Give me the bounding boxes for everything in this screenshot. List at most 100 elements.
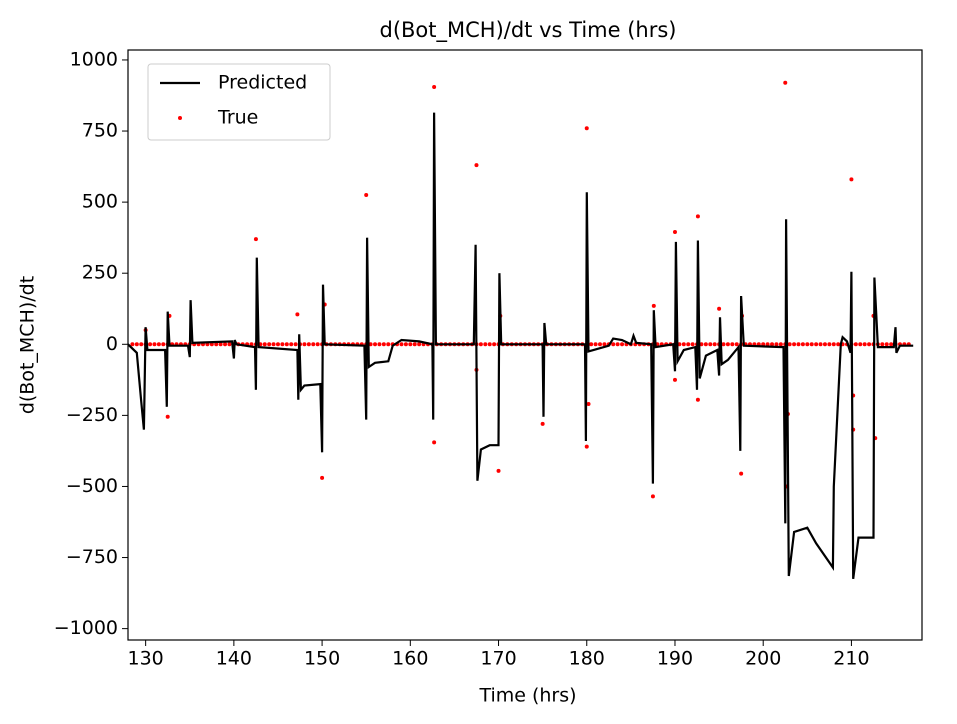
x-tick-label: 180	[569, 648, 605, 670]
predicted-line	[128, 112, 914, 580]
true-point	[787, 342, 792, 347]
true-point	[386, 342, 391, 347]
true-point	[377, 342, 382, 347]
true-point	[271, 342, 276, 347]
true-point	[474, 163, 479, 168]
true-point	[739, 471, 744, 476]
true-point	[734, 342, 739, 347]
true-point	[139, 342, 144, 347]
true-point	[849, 177, 854, 182]
y-tick-label: 750	[82, 120, 118, 142]
true-point	[417, 342, 422, 347]
true-point	[306, 342, 311, 347]
true-point	[130, 342, 135, 347]
true-point	[681, 342, 686, 347]
true-point	[275, 342, 280, 347]
true-point	[364, 193, 369, 198]
true-point	[399, 342, 404, 347]
true-point	[302, 342, 307, 347]
true-point	[214, 342, 219, 347]
true-point	[809, 342, 814, 347]
x-tick-label: 190	[657, 648, 693, 670]
true-point	[373, 342, 378, 347]
x-tick-label: 140	[216, 648, 252, 670]
true-point	[295, 312, 300, 317]
true-point	[818, 342, 823, 347]
true-point	[161, 342, 166, 347]
true-point	[152, 342, 157, 347]
true-point	[483, 342, 488, 347]
true-point	[853, 342, 858, 347]
x-axis-label: Time (hrs)	[478, 685, 576, 707]
y-tick-label: 500	[82, 191, 118, 213]
true-point	[156, 342, 161, 347]
true-point	[134, 342, 139, 347]
true-point	[432, 440, 437, 445]
true-point	[651, 303, 656, 308]
true-point	[880, 342, 885, 347]
true-point	[311, 342, 316, 347]
true-point	[223, 342, 228, 347]
y-tick-label: −1000	[54, 617, 118, 639]
true-point	[593, 342, 598, 347]
true-point	[721, 342, 726, 347]
true-point	[492, 342, 497, 347]
legend-dot	[178, 116, 182, 120]
true-point	[730, 342, 735, 347]
true-point	[712, 342, 717, 347]
true-point	[315, 342, 320, 347]
true-point	[589, 342, 594, 347]
y-tick-label: 250	[82, 262, 118, 284]
true-point	[695, 214, 700, 219]
true-point	[778, 342, 783, 347]
true-point	[611, 342, 616, 347]
true-point	[381, 342, 386, 347]
true-point	[650, 494, 655, 499]
x-tick-label: 160	[392, 648, 428, 670]
true-point	[867, 342, 872, 347]
x-tick-label: 200	[745, 648, 781, 670]
true-point	[584, 126, 589, 131]
true-point	[686, 342, 691, 347]
chart-title: d(Bot_MCH)/dt vs Time (hrs)	[380, 18, 677, 43]
true-point	[822, 342, 827, 347]
true-point	[889, 342, 894, 347]
true-point	[487, 342, 492, 347]
true-point	[496, 468, 501, 473]
x-tick-label: 210	[833, 648, 869, 670]
y-tick-label: 0	[106, 333, 118, 355]
true-point	[602, 342, 607, 347]
true-point	[792, 342, 797, 347]
true-point	[699, 342, 704, 347]
true-point	[770, 342, 775, 347]
y-tick-label: −750	[66, 546, 118, 568]
true-point	[408, 342, 413, 347]
true-point	[597, 342, 602, 347]
true-point	[253, 237, 258, 242]
true-point	[320, 475, 325, 480]
true-point	[584, 444, 589, 449]
true-point	[478, 342, 483, 347]
true-point	[725, 342, 730, 347]
true-point	[148, 342, 153, 347]
y-axis-label: d(Bot_MCH)/dt	[17, 276, 39, 414]
y-tick-label: −500	[66, 475, 118, 497]
true-point	[783, 80, 788, 85]
true-point	[690, 342, 695, 347]
true-point	[831, 342, 836, 347]
true-point	[708, 342, 713, 347]
true-point	[403, 342, 408, 347]
true-point	[280, 342, 285, 347]
true-point	[289, 342, 294, 347]
true-point	[284, 342, 289, 347]
true-point	[836, 342, 841, 347]
plot-frame	[127, 49, 923, 641]
true-point	[695, 397, 700, 402]
true-point	[586, 402, 591, 406]
true-point	[765, 342, 770, 347]
true-point	[165, 414, 170, 419]
true-point	[540, 421, 545, 426]
true-point	[805, 342, 810, 347]
true-point	[620, 342, 625, 347]
x-tick-label: 150	[304, 648, 340, 670]
